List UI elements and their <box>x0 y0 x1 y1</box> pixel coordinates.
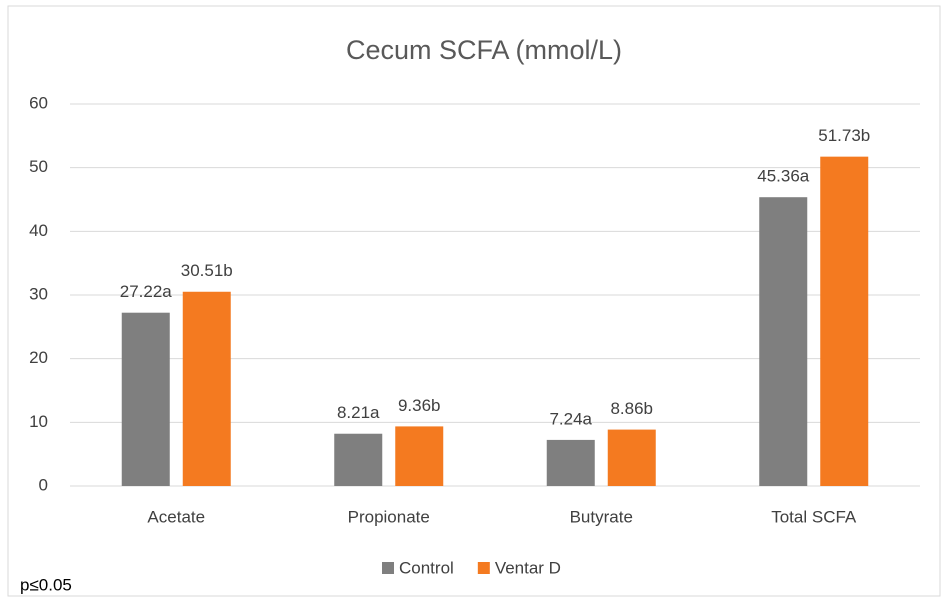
y-tick-label: 40 <box>29 221 48 240</box>
value-label: 51.73b <box>818 126 870 145</box>
bar <box>820 156 869 486</box>
y-tick-label: 60 <box>29 93 48 112</box>
annotation: p≤0.05 <box>20 575 72 594</box>
x-tick-label: Total SCFA <box>771 507 857 526</box>
bar <box>182 291 231 486</box>
y-tick-label: 20 <box>29 348 48 367</box>
value-label: 8.86b <box>610 399 653 418</box>
bar <box>395 426 444 486</box>
legend-label: Control <box>399 558 454 577</box>
value-label: 9.36b <box>398 396 441 415</box>
x-tick-label: Butyrate <box>570 507 633 526</box>
value-label: 8.21a <box>337 403 380 422</box>
x-tick-label: Acetate <box>147 507 205 526</box>
value-label: 30.51b <box>181 261 233 280</box>
y-tick-label: 30 <box>29 284 48 303</box>
value-label: 45.36a <box>757 167 810 186</box>
value-label: 27.22a <box>120 282 173 301</box>
y-tick-label: 50 <box>29 157 48 176</box>
legend-label: Ventar D <box>495 558 561 577</box>
bar <box>334 433 383 486</box>
chart-title: Cecum SCFA (mmol/L) <box>346 35 622 65</box>
bar <box>546 439 595 486</box>
y-tick-label: 10 <box>29 412 48 431</box>
value-label: 7.24a <box>549 409 592 428</box>
bar <box>607 429 656 486</box>
y-tick-label: 0 <box>39 475 48 494</box>
x-tick-label: Propionate <box>348 507 430 526</box>
legend-swatch <box>477 562 490 574</box>
bar <box>121 312 170 486</box>
legend-swatch <box>382 562 394 574</box>
bar <box>759 197 808 486</box>
